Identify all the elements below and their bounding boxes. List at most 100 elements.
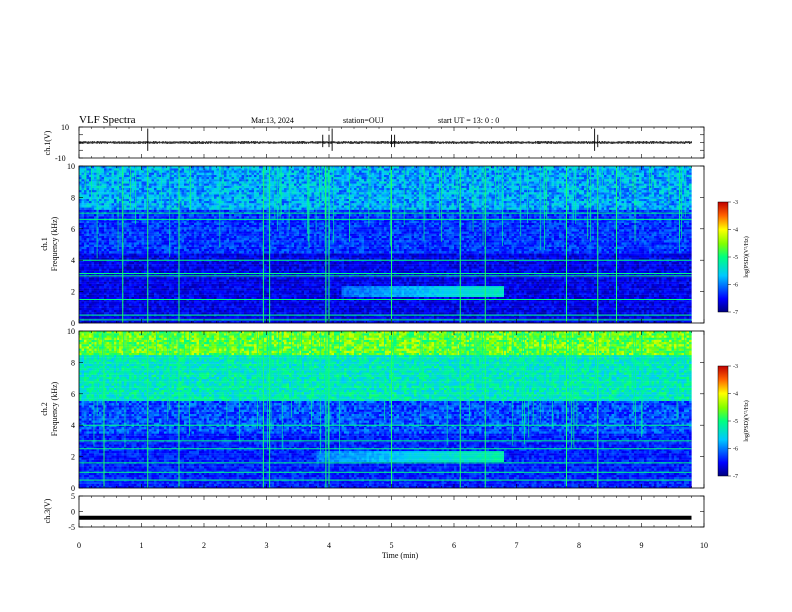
spectrogram-cell: [109, 310, 112, 312]
spectrogram-cell: [157, 264, 160, 266]
spectrogram-cell: [214, 271, 217, 273]
spectrogram-cell: [217, 188, 220, 190]
spectrogram-cell: [89, 308, 92, 310]
spectrogram-cell: [124, 216, 127, 218]
spectrogram-cell: [119, 236, 122, 238]
spectrogram-cell: [229, 282, 232, 284]
spectrogram-cell: [244, 214, 247, 216]
spectrogram-cell: [162, 292, 165, 294]
spectrogram-cell: [94, 199, 97, 201]
spectrogram-cell: [84, 253, 87, 255]
spectrogram-cell: [229, 214, 232, 216]
spectrogram-cell: [187, 288, 190, 290]
spectrogram-cell: [209, 258, 212, 260]
spectrogram-cell: [172, 225, 175, 227]
spectrogram-cell: [117, 284, 120, 286]
spectrogram-cell: [112, 192, 115, 194]
spectrogram-cell: [219, 266, 222, 268]
spectrogram-cell: [247, 245, 250, 247]
spectrogram-cell: [99, 316, 102, 318]
spectrogram-cell: [174, 170, 177, 172]
spectrogram-cell: [84, 231, 87, 233]
spectrogram-cell: [127, 201, 130, 203]
spectrogram-cell: [219, 168, 222, 170]
spectrogram-cell: [109, 271, 112, 273]
spectrogram-cell: [209, 288, 212, 290]
spectrogram-cell: [87, 183, 90, 185]
spectrogram-cell: [87, 282, 90, 284]
spectrogram-cell: [217, 245, 220, 247]
spectrogram-cell: [187, 229, 190, 231]
spectrogram-cell: [187, 301, 190, 303]
spectrogram-cell: [219, 221, 222, 223]
spectrogram-cell: [182, 288, 185, 290]
spectrogram-cell: [109, 268, 112, 270]
spectrogram-cell: [94, 264, 97, 266]
spectrogram-cell: [169, 312, 172, 314]
spectrogram-cell: [159, 310, 162, 312]
spectrogram-cell: [94, 310, 97, 312]
spectrogram-cell: [197, 268, 200, 270]
spectrogram-cell: [239, 197, 242, 199]
spectrogram-cell: [207, 292, 210, 294]
spectrogram-cell: [234, 205, 237, 207]
spectrogram-cell: [132, 194, 135, 196]
spectrogram-cell: [192, 258, 195, 260]
spectrogram-cell: [89, 271, 92, 273]
spectrogram-cell: [132, 316, 135, 318]
spectrogram-cell: [124, 245, 127, 247]
spectrogram-cell: [174, 234, 177, 236]
spectrogram-cell: [189, 266, 192, 268]
spectrogram-cell: [234, 170, 237, 172]
spectrogram-cell: [169, 292, 172, 294]
spectrogram-cell: [149, 282, 152, 284]
spectrogram-cell: [172, 297, 175, 299]
spectrogram-cell: [149, 310, 152, 312]
spectrogram-cell: [139, 223, 142, 225]
spectrogram-cell: [139, 238, 142, 240]
spectrogram-cell: [237, 316, 240, 318]
spectrogram-cell: [197, 279, 200, 281]
spectrogram-cell: [217, 308, 220, 310]
spectrogram-cell: [169, 192, 172, 194]
spectrogram-cell: [162, 290, 165, 292]
spectrogram-cell: [232, 203, 235, 205]
spectrogram-cell: [84, 310, 87, 312]
spectrogram-cell: [199, 236, 202, 238]
spectrogram-cell: [124, 223, 127, 225]
spectrogram-cell: [87, 231, 90, 233]
spectrogram-cell: [237, 262, 240, 264]
spectrogram-cell: [169, 271, 172, 273]
spectrogram-cell: [199, 231, 202, 233]
spectrogram-cell: [232, 238, 235, 240]
spectrogram-cell: [152, 247, 155, 249]
spectrogram-cell: [194, 227, 197, 229]
spectrogram-cell: [139, 255, 142, 257]
spectrogram-cell: [237, 295, 240, 297]
spectrogram-cell: [109, 251, 112, 253]
spectrogram-cell: [219, 268, 222, 270]
spectrogram-cell: [132, 192, 135, 194]
spectrogram-cell: [232, 197, 235, 199]
spectrogram-cell: [227, 173, 230, 175]
spectrogram-cell: [169, 290, 172, 292]
spectrogram-cell: [229, 301, 232, 303]
spectrogram-cell: [204, 279, 207, 281]
spectrogram-cell: [159, 253, 162, 255]
spectrogram-cell: [197, 247, 200, 249]
spectrogram-cell: [229, 186, 232, 188]
spectrogram-cell: [207, 203, 210, 205]
spectrogram-cell: [149, 234, 152, 236]
spectrogram-cell: [192, 301, 195, 303]
spectrogram-cell: [82, 238, 85, 240]
spectrogram-cell: [87, 194, 90, 196]
spectrogram-cell: [227, 288, 230, 290]
spectrogram-cell: [169, 303, 172, 305]
spectrogram-cell: [217, 301, 220, 303]
spectrogram-cell: [94, 183, 97, 185]
spectrogram-cell: [169, 214, 172, 216]
spectrogram-cell: [174, 205, 177, 207]
spectrogram-cell: [174, 303, 177, 305]
spectrogram-cell: [207, 236, 210, 238]
spectrogram-cell: [212, 170, 215, 172]
